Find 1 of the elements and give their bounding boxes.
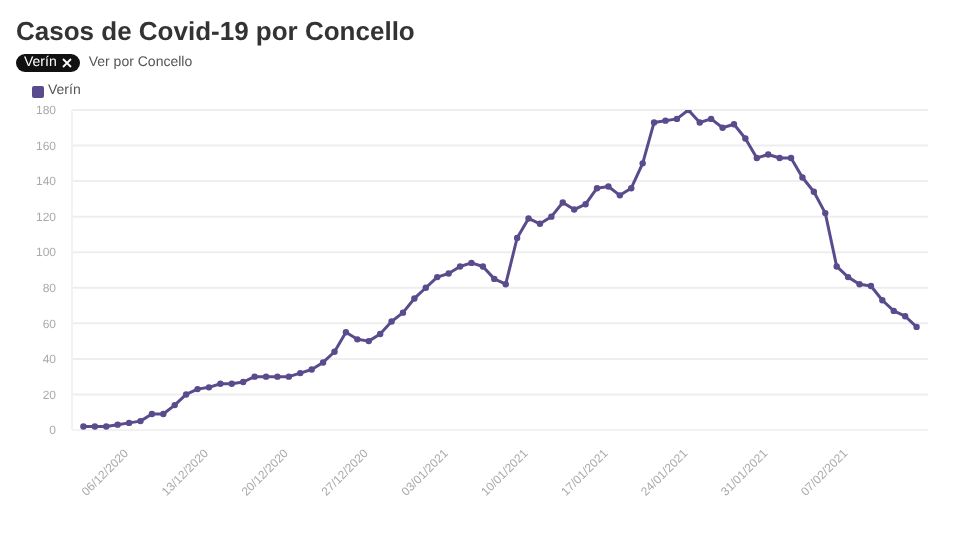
chart-title: Casos de Covid-19 por Concello xyxy=(16,16,417,46)
